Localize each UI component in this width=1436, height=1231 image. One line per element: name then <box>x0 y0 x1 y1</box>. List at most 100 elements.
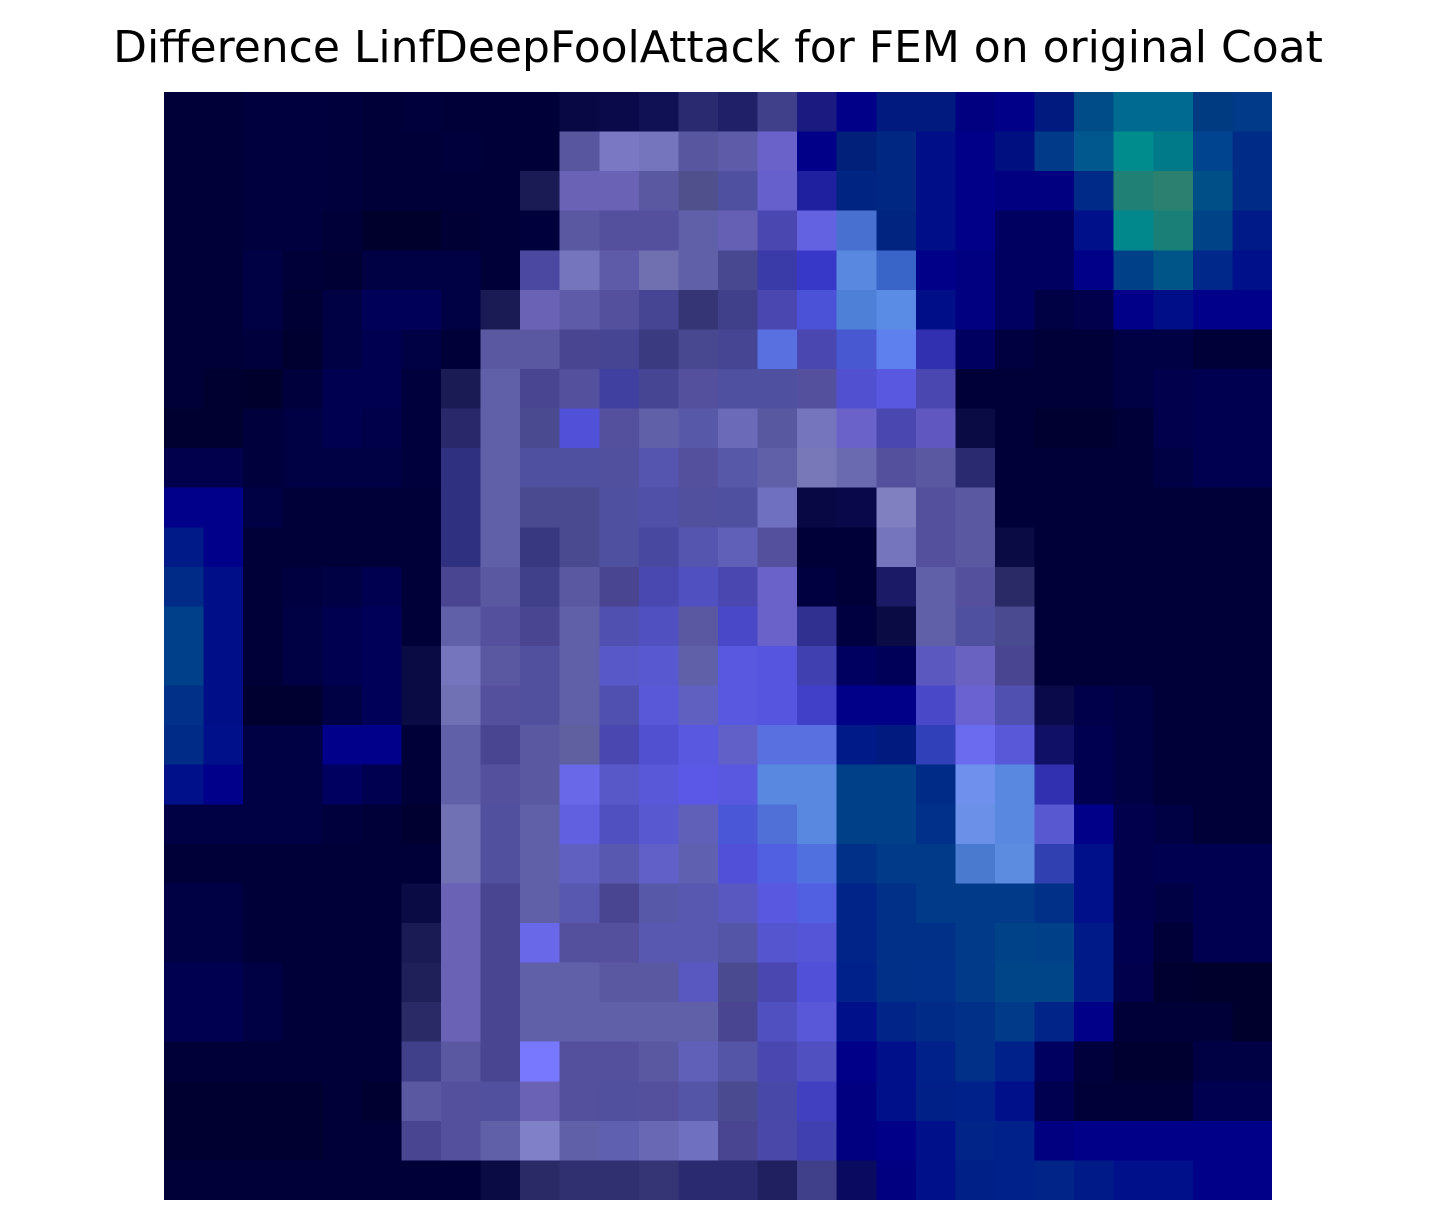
heatmap-cell <box>1153 804 1194 845</box>
heatmap-cell <box>282 527 323 568</box>
heatmap-cell <box>599 408 640 449</box>
heatmap-cell <box>1034 606 1075 647</box>
heatmap-cell <box>599 1081 640 1122</box>
heatmap-cell <box>1074 1002 1115 1043</box>
heatmap-cell <box>520 92 561 133</box>
heatmap-cell <box>203 527 244 568</box>
heatmap-cell <box>638 923 680 964</box>
heatmap-cell <box>995 606 1036 647</box>
heatmap-cell <box>876 210 917 251</box>
heatmap-cell <box>361 962 403 1003</box>
heatmap-cell <box>915 289 957 331</box>
heatmap-cell <box>678 408 719 449</box>
heatmap-cell <box>995 566 1036 608</box>
heatmap-cell <box>836 210 877 251</box>
heatmap-cell <box>401 566 442 608</box>
heatmap-cell <box>480 804 521 845</box>
heatmap-cell <box>955 250 996 291</box>
heatmap-cell <box>757 646 798 687</box>
heatmap-cell <box>282 408 323 449</box>
heatmap-cell <box>559 764 600 805</box>
heatmap-cell <box>480 646 521 687</box>
heatmap-cell <box>678 171 719 212</box>
heatmap-cell <box>243 408 284 449</box>
heatmap-cell <box>1113 804 1154 845</box>
heatmap-cell <box>995 764 1036 805</box>
heatmap-cell <box>1074 1160 1115 1200</box>
heatmap-cell <box>559 1120 600 1162</box>
heatmap-cell <box>1153 448 1194 489</box>
heatmap-cell <box>559 606 600 647</box>
heatmap-cell <box>322 92 363 133</box>
heatmap-cell <box>876 764 917 805</box>
heatmap-cell <box>678 369 719 410</box>
heatmap-cell <box>995 646 1036 687</box>
heatmap-cell <box>678 883 719 924</box>
heatmap-cell <box>1153 606 1194 647</box>
heatmap-cell <box>520 804 561 845</box>
heatmap-cell <box>678 646 719 687</box>
heatmap-cell <box>203 289 244 331</box>
heatmap-cell <box>203 804 244 845</box>
heatmap-cell <box>876 962 917 1003</box>
heatmap-cell <box>520 1081 561 1122</box>
heatmap-cell <box>915 369 957 410</box>
heatmap-cell <box>441 369 482 410</box>
heatmap-cell <box>638 685 680 726</box>
heatmap-cell <box>1232 725 1272 766</box>
heatmap-cell <box>876 883 917 924</box>
heatmap-cell <box>1232 1041 1272 1082</box>
heatmap-cell <box>1192 725 1234 766</box>
heatmap-cell <box>718 250 759 291</box>
heatmap-cell <box>1192 685 1234 726</box>
heatmap-cell <box>915 131 957 172</box>
heatmap-cell <box>718 369 759 410</box>
heatmap-cell <box>876 843 917 885</box>
heatmap-cell <box>1153 725 1194 766</box>
heatmap-cell <box>995 131 1036 172</box>
heatmap-cell <box>678 1002 719 1043</box>
heatmap-cell <box>1232 250 1272 291</box>
heatmap-cell <box>164 725 205 766</box>
heatmap-cell <box>876 1041 917 1082</box>
heatmap-cell <box>1153 527 1194 568</box>
heatmap-cell <box>757 606 798 647</box>
heatmap-cell <box>1034 329 1075 370</box>
heatmap-cell <box>915 527 957 568</box>
heatmap-cell <box>361 1081 403 1122</box>
heatmap-cell <box>797 646 838 687</box>
heatmap-cell <box>915 448 957 489</box>
heatmap-cell <box>718 1120 759 1162</box>
heatmap-cell <box>441 1002 482 1043</box>
heatmap-cell <box>915 962 957 1003</box>
heatmap-cell <box>243 923 284 964</box>
heatmap-cell <box>797 289 838 331</box>
heatmap-cell <box>1034 1160 1075 1200</box>
heatmap-cell <box>401 92 442 133</box>
heatmap-cell <box>480 92 521 133</box>
heatmap-cell <box>1153 1002 1194 1043</box>
heatmap-cell <box>361 448 403 489</box>
heatmap-cell <box>797 1002 838 1043</box>
heatmap-cell <box>401 1160 442 1200</box>
heatmap-cell <box>797 923 838 964</box>
heatmap-cell <box>955 369 996 410</box>
heatmap-cell <box>757 1002 798 1043</box>
heatmap-cell <box>876 923 917 964</box>
heatmap-cell <box>520 725 561 766</box>
heatmap-cell <box>599 171 640 212</box>
heatmap-cell <box>1074 883 1115 924</box>
heatmap-cell <box>1232 408 1272 449</box>
heatmap-cell <box>282 764 323 805</box>
heatmap-cell <box>164 923 205 964</box>
heatmap-cell <box>480 1041 521 1082</box>
heatmap-cell <box>876 1120 917 1162</box>
heatmap-cell <box>164 448 205 489</box>
heatmap-cell <box>1232 210 1272 251</box>
heatmap-cell <box>1192 606 1234 647</box>
heatmap-cell <box>203 1081 244 1122</box>
heatmap-cell <box>836 171 877 212</box>
heatmap-cell <box>322 843 363 885</box>
heatmap-cell <box>282 250 323 291</box>
heatmap-cell <box>480 923 521 964</box>
